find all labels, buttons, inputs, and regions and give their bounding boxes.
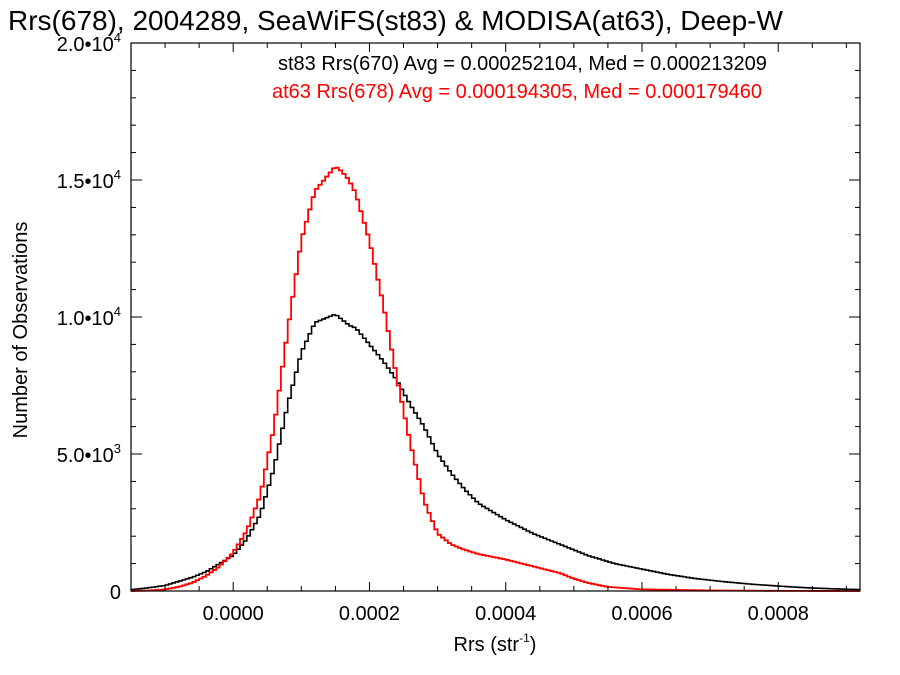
y-tick-label: 1.5•104: [57, 167, 121, 193]
series-at63-line: [131, 166, 860, 592]
chart-title: Rrs(678), 2004289, SeaWiFS(st83) & MODIS…: [8, 5, 784, 36]
x-tick-label: 0.0008: [748, 603, 809, 625]
x-axis-label: Rrs (str-1): [454, 631, 537, 656]
plot-frame: [130, 42, 861, 592]
x-axis-label-superscript: -1: [519, 631, 530, 645]
y-tick-label: 5.0•103: [57, 441, 121, 467]
x-tick-label: 0.0000: [203, 603, 264, 625]
y-tick-label: 2.0•104: [57, 30, 121, 56]
y-axis-label: Number of Observations: [10, 222, 32, 439]
x-tick-label: 0.0006: [611, 603, 672, 625]
annotation-st83: st83 Rrs(670) Avg = 0.000252104, Med = 0…: [278, 53, 767, 75]
x-tick-label: 0.0004: [475, 603, 536, 625]
x-axis-label-text: Rrs (str: [454, 634, 520, 656]
y-tick-label: 1.0•104: [57, 304, 121, 330]
y-tick-label: 0: [110, 582, 121, 604]
series-st83-line: [131, 314, 860, 591]
plot-marks: [131, 166, 860, 592]
x-tick-label: 0.0002: [339, 603, 400, 625]
annotation-at63: at63 Rrs(678) Avg = 0.000194305, Med = 0…: [272, 81, 762, 103]
x-axis-label-close: ): [530, 634, 537, 656]
axis-ticks: 0.0000 0.0002 0.0004 0.0006 0.0008 0 5.0•103 1.…: [57, 30, 860, 625]
